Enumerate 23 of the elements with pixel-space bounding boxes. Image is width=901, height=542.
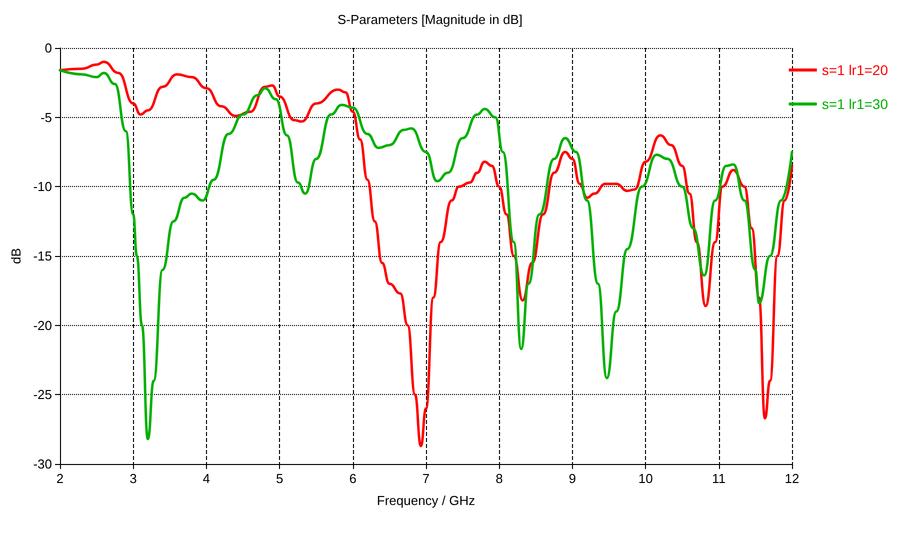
x-axis-title: Frequency / GHz xyxy=(376,493,476,508)
y-tick-label: -25 xyxy=(33,387,52,402)
legend-label: s=1 lr1=30 xyxy=(822,96,888,112)
x-tick-label: 4 xyxy=(202,471,210,486)
x-tick-label: 6 xyxy=(349,471,356,486)
y-tick-label: -5 xyxy=(40,110,52,125)
y-tick-label: -30 xyxy=(33,456,52,472)
x-tick-label: 2 xyxy=(56,471,64,486)
x-tick-label: 5 xyxy=(276,471,284,486)
x-tick-label: 10 xyxy=(638,471,653,486)
y-tick-label: -15 xyxy=(33,248,52,264)
x-tick-label: 12 xyxy=(784,471,800,486)
y-tick-label: 0 xyxy=(44,40,52,56)
x-tick-label: 11 xyxy=(712,471,726,486)
y-axis-title: dB xyxy=(8,248,24,264)
x-tick-label: 9 xyxy=(568,471,576,486)
x-tick-label: 3 xyxy=(130,471,137,486)
x-tick-label: 7 xyxy=(422,471,430,486)
chart-title: S-Parameters [Magnitude in dB] xyxy=(338,12,522,27)
y-tick-label: -10 xyxy=(33,179,52,194)
legend-label: s=1 lr1=20 xyxy=(822,62,888,78)
x-tick-label: 8 xyxy=(496,471,503,486)
y-tick-label: -20 xyxy=(33,318,52,333)
